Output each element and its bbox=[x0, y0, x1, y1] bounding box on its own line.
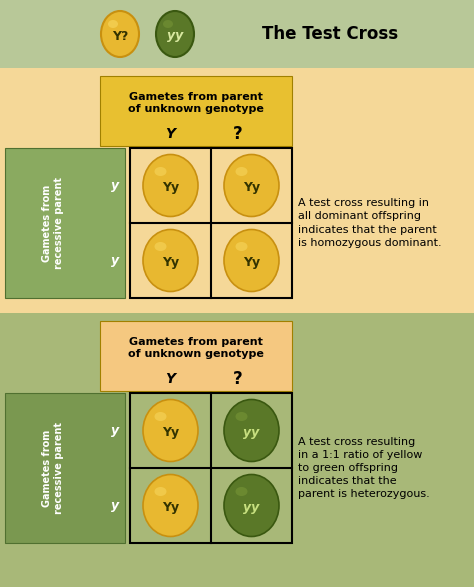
Ellipse shape bbox=[156, 11, 194, 57]
Text: ?: ? bbox=[233, 370, 243, 388]
Text: ?: ? bbox=[233, 125, 243, 143]
Bar bbox=[100, 76, 292, 146]
Ellipse shape bbox=[236, 242, 247, 251]
Ellipse shape bbox=[224, 230, 279, 292]
Bar bbox=[0, 68, 474, 313]
Ellipse shape bbox=[101, 11, 139, 57]
Ellipse shape bbox=[108, 20, 118, 28]
Ellipse shape bbox=[143, 154, 198, 217]
Bar bbox=[0, 313, 474, 587]
Bar bbox=[100, 321, 292, 391]
Text: Yy: Yy bbox=[162, 426, 179, 439]
Ellipse shape bbox=[143, 400, 198, 461]
Ellipse shape bbox=[224, 400, 279, 461]
Bar bbox=[5, 393, 125, 543]
Text: yy: yy bbox=[167, 29, 183, 42]
Bar bbox=[130, 148, 292, 298]
Text: y: y bbox=[111, 179, 119, 192]
Bar bbox=[5, 148, 125, 298]
Text: Gametes from
recessive parent: Gametes from recessive parent bbox=[42, 177, 64, 269]
Text: Yy: Yy bbox=[162, 501, 179, 514]
Text: Gametes from parent: Gametes from parent bbox=[129, 92, 263, 102]
Text: y: y bbox=[111, 424, 119, 437]
Text: Y?: Y? bbox=[112, 29, 128, 42]
Text: of unknown genotype: of unknown genotype bbox=[128, 104, 264, 114]
Text: Y: Y bbox=[165, 372, 175, 386]
Ellipse shape bbox=[143, 474, 198, 537]
Ellipse shape bbox=[155, 412, 166, 421]
Text: Gametes from
recessive parent: Gametes from recessive parent bbox=[42, 422, 64, 514]
Bar bbox=[0, 0, 474, 68]
Text: y: y bbox=[111, 499, 119, 512]
Text: yy: yy bbox=[243, 501, 260, 514]
Ellipse shape bbox=[224, 474, 279, 537]
Text: yy: yy bbox=[243, 426, 260, 439]
Ellipse shape bbox=[155, 487, 166, 496]
Text: Yy: Yy bbox=[162, 181, 179, 194]
Ellipse shape bbox=[163, 20, 173, 28]
Ellipse shape bbox=[236, 167, 247, 176]
Ellipse shape bbox=[155, 242, 166, 251]
Ellipse shape bbox=[155, 167, 166, 176]
Ellipse shape bbox=[236, 487, 247, 496]
Bar bbox=[130, 393, 292, 543]
Text: Y: Y bbox=[165, 127, 175, 141]
Text: Yy: Yy bbox=[162, 256, 179, 269]
Ellipse shape bbox=[236, 412, 247, 421]
Text: A test cross resulting in
all dominant offspring
indicates that the parent
is ho: A test cross resulting in all dominant o… bbox=[298, 198, 442, 248]
Ellipse shape bbox=[224, 154, 279, 217]
Text: Yy: Yy bbox=[243, 181, 260, 194]
Text: of unknown genotype: of unknown genotype bbox=[128, 349, 264, 359]
Text: Gametes from parent: Gametes from parent bbox=[129, 337, 263, 347]
Text: The Test Cross: The Test Cross bbox=[262, 25, 398, 43]
Ellipse shape bbox=[143, 230, 198, 292]
Text: A test cross resulting
in a 1:1 ratio of yellow
to green offspring
indicates tha: A test cross resulting in a 1:1 ratio of… bbox=[298, 437, 430, 500]
Text: Yy: Yy bbox=[243, 256, 260, 269]
Text: y: y bbox=[111, 254, 119, 267]
